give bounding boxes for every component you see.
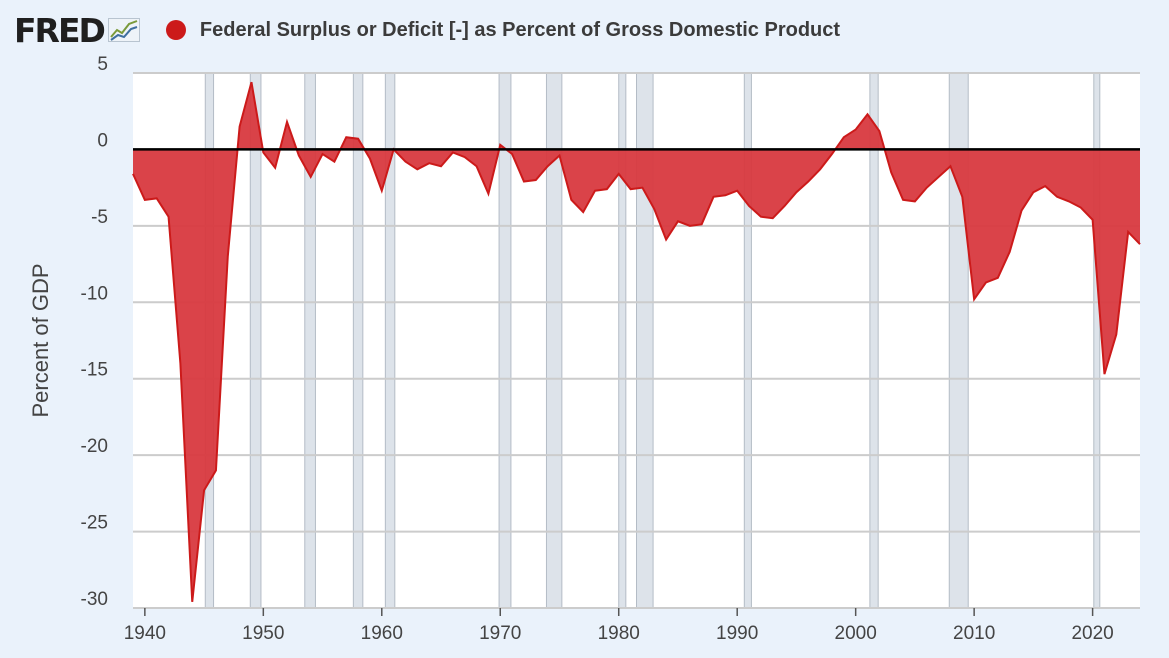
y-tick-label: -5 — [91, 207, 108, 228]
line-chart-icon — [107, 18, 140, 42]
recession-band — [352, 72, 364, 609]
x-tick-label: 1970 — [479, 623, 521, 644]
y-tick-label: 5 — [97, 54, 108, 75]
x-tick-label: 1950 — [242, 623, 284, 644]
x-tick-label: 2010 — [953, 623, 995, 644]
recession-band — [498, 72, 512, 609]
series-legend-marker — [165, 20, 186, 40]
x-tick-label: 1990 — [716, 623, 758, 644]
y-tick-label: 0 — [97, 130, 108, 151]
y-axis-ticks: 5 0 -5 -10 -15 -20 -25 -30 — [81, 54, 108, 610]
deficit-area — [133, 82, 1140, 602]
x-axis-ticks: 1940 1950 1960 1970 1980 1990 2000 2010 2020 — [124, 608, 1114, 644]
y-axis-label: Percent of GDP — [28, 263, 53, 417]
x-tick-label: 1940 — [124, 623, 166, 644]
chart-title[interactable]: Federal Surplus or Deficit [-] as Percen… — [199, 18, 841, 41]
y-tick-label: -15 — [81, 360, 108, 381]
y-tick-label: -10 — [81, 283, 108, 304]
series-line[interactable] — [132, 81, 1141, 602]
x-tick-label: 2000 — [835, 623, 877, 644]
y-tick-label: -25 — [81, 513, 108, 534]
x-tick-label: 1960 — [361, 623, 403, 644]
recession-band — [249, 72, 262, 609]
recession-band — [869, 72, 879, 609]
fred-logo[interactable]: FRED — [14, 10, 106, 50]
chart-header: FRED Federal Surplus or Deficit [-] as P… — [14, 10, 840, 50]
y-tick-label: -30 — [81, 589, 108, 610]
y-tick-label: -20 — [81, 436, 108, 457]
x-tick-label: 1980 — [598, 623, 640, 644]
x-tick-label: 2020 — [1071, 623, 1113, 644]
